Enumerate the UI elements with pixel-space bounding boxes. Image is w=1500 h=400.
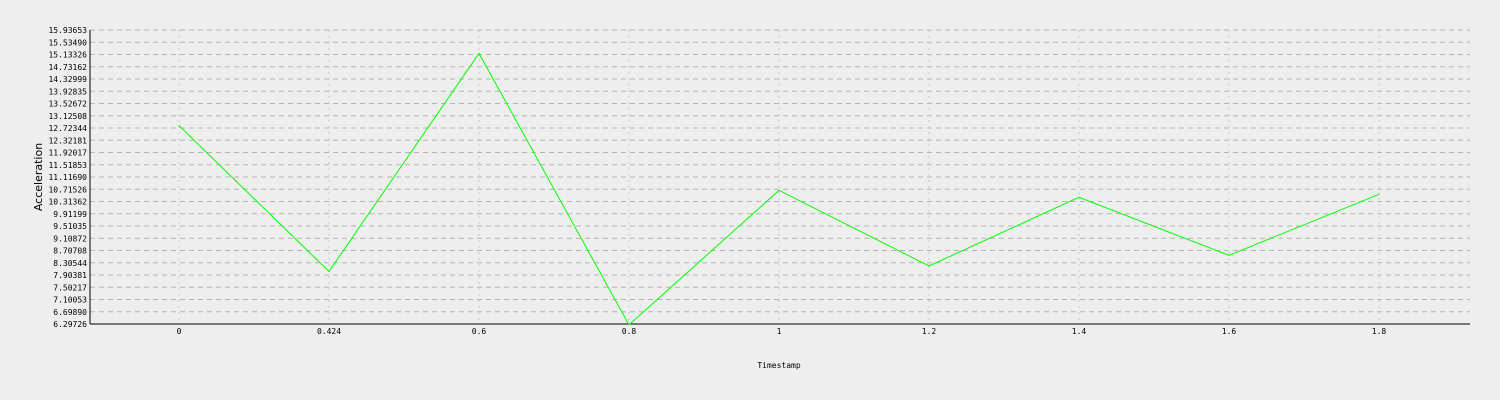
- x-tick-label: 1.4: [1072, 327, 1087, 336]
- x-tick-label: 1.8: [1372, 327, 1387, 336]
- y-tick-label: 13.12508: [48, 112, 87, 121]
- y-tick-label: 12.32181: [48, 136, 87, 145]
- data-point: [628, 324, 630, 326]
- y-tick-label: 12.72344: [48, 124, 87, 133]
- y-tick-label: 8.70708: [53, 247, 87, 256]
- data-point: [478, 52, 480, 54]
- y-tick-label: 14.73162: [48, 63, 87, 72]
- data-point: [1228, 254, 1230, 256]
- data-point: [178, 125, 180, 127]
- y-tick-label: 11.11690: [48, 173, 87, 182]
- y-tick-labels: 6.29726 6.69890 7.10053 7.50217 7.90381 8.305…: [48, 26, 87, 329]
- grid: [90, 29, 1470, 325]
- data-point: [1078, 196, 1080, 198]
- x-tick-label: 1.6: [1222, 327, 1237, 336]
- y-axis-title: Acceleration: [32, 143, 45, 211]
- x-tick-label: 0.424: [317, 327, 341, 336]
- y-tick-label: 9.51035: [53, 222, 87, 231]
- series-layer: [178, 52, 1380, 326]
- y-tick-label: 9.91199: [53, 210, 87, 219]
- x-tick-labels: 0 0.424 0.6 0.8 1 1.2 1.4 1.6 1.8: [177, 327, 1387, 336]
- data-point: [1378, 193, 1380, 195]
- y-tick-label: 13.92835: [48, 87, 87, 96]
- x-tick-label: 0.8: [622, 327, 637, 336]
- y-tick-label: 15.53490: [48, 38, 87, 47]
- y-tick-label: 15.93653: [48, 26, 87, 35]
- y-tick-label: 13.52672: [48, 100, 87, 109]
- data-point: [328, 270, 330, 273]
- y-tick-label: 7.50217: [53, 283, 87, 292]
- y-tick-label: 9.10872: [53, 234, 87, 243]
- y-tick-label: 15.13326: [48, 51, 87, 60]
- y-tick-label: 6.69890: [53, 308, 87, 317]
- y-tick-label: 11.92017: [48, 149, 87, 158]
- x-axis-title: Timestamp: [757, 361, 801, 370]
- y-tick-label: 11.51853: [48, 161, 87, 170]
- x-tick-label: 0: [177, 327, 182, 336]
- y-tick-label: 8.30544: [53, 259, 87, 268]
- data-point: [928, 265, 930, 267]
- y-tick-label: 7.10053: [53, 296, 87, 305]
- x-tick-label: 1.2: [922, 327, 937, 336]
- x-tick-label: 1: [777, 327, 782, 336]
- y-tick-label: 14.32999: [48, 75, 87, 84]
- x-tick-label: 0.6: [472, 327, 487, 336]
- data-point: [778, 189, 780, 191]
- y-tick-label: 6.29726: [53, 320, 87, 329]
- y-tick-label: 10.31362: [48, 198, 87, 207]
- y-tick-label: 7.90381: [53, 271, 87, 280]
- axes: [89, 30, 1470, 325]
- y-tick-label: 10.71526: [48, 185, 87, 194]
